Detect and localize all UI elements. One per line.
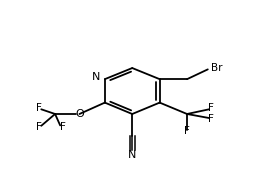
- Text: O: O: [75, 109, 84, 119]
- Text: Br: Br: [211, 63, 223, 73]
- Text: N: N: [128, 150, 137, 160]
- Text: F: F: [184, 126, 190, 136]
- Text: F: F: [36, 103, 42, 113]
- Text: N: N: [91, 72, 100, 82]
- Text: F: F: [36, 122, 42, 132]
- Text: F: F: [209, 114, 214, 124]
- Text: F: F: [60, 122, 66, 132]
- Text: F: F: [209, 103, 214, 113]
